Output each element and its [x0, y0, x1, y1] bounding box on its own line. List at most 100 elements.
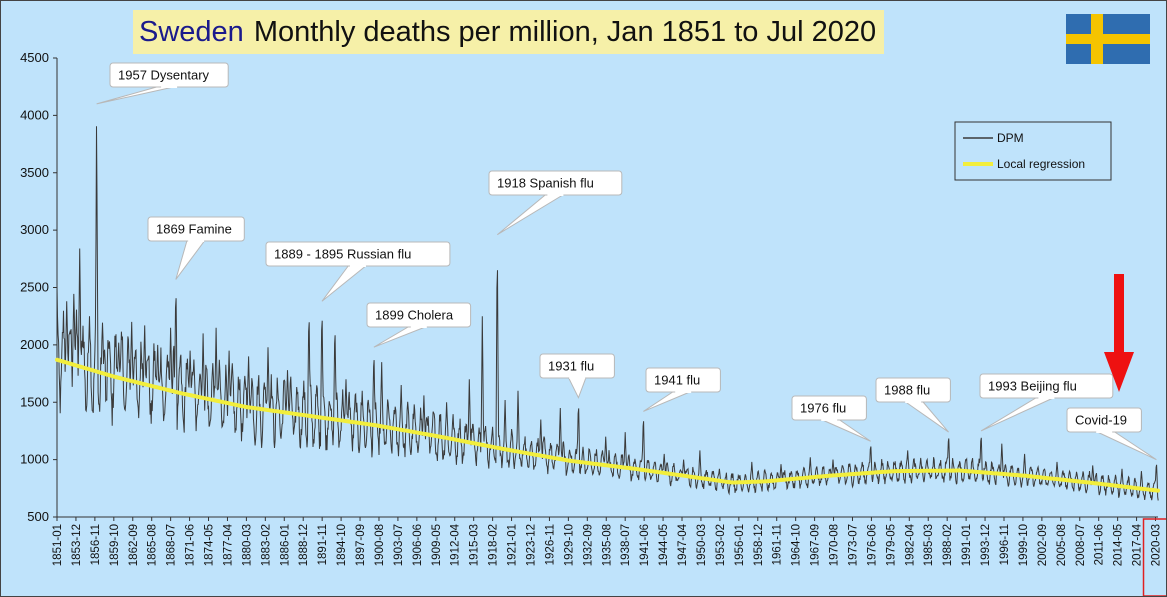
x-tick-label: 1853-12 [71, 524, 83, 566]
y-tick-label: 2500 [20, 280, 49, 295]
x-tick-label: 1985-03 [923, 524, 935, 566]
y-tick-label: 2000 [20, 337, 49, 352]
annotation-label: 1869 Famine [156, 222, 232, 237]
x-tick-label: 2020-03 [1151, 524, 1163, 566]
x-tick-label: 1929-10 [563, 524, 575, 566]
x-tick-label: 1967-09 [810, 524, 822, 566]
annotation-joint [161, 85, 178, 88]
red-arrow-shaft [1114, 274, 1124, 354]
annotation-label: 1899 Cholera [375, 308, 454, 323]
annotation-pointer [1094, 430, 1157, 461]
annotation-pointer [321, 264, 369, 302]
annotation-pointer [819, 418, 871, 442]
chart-title-country: Sweden [139, 15, 244, 48]
annotation-joint [1038, 396, 1055, 399]
annotation-label: 1931 flu [548, 359, 594, 374]
annotation-label: 1918 Spanish flu [497, 176, 594, 191]
x-tick-label: 1950-03 [696, 524, 708, 566]
x-tick-label: 1926-11 [544, 524, 556, 565]
x-tick-label: 1932-09 [582, 524, 594, 566]
annotation-label: 1889 - 1895 Russian flu [274, 247, 411, 262]
x-tick-label: 1865-08 [147, 524, 159, 566]
legend-label-regression: Local regression [997, 157, 1085, 171]
annotation-pointer [96, 85, 179, 105]
y-tick-label: 1000 [20, 452, 49, 467]
x-tick-label: 1900-08 [374, 524, 386, 566]
annotation-label: 1957 Dysentary [118, 68, 210, 83]
x-tick-label: 1958-12 [753, 524, 765, 566]
x-tick-label: 1851-01 [52, 524, 64, 566]
x-tick-label: 1906-06 [412, 524, 424, 566]
x-tick-label: 1859-10 [109, 524, 121, 566]
legend-box [954, 121, 1112, 181]
x-tick-label: 1909-05 [431, 524, 443, 566]
annotation-pointer [902, 400, 949, 433]
annotation-joint [410, 325, 427, 328]
x-tick-label: 1888-12 [298, 524, 310, 566]
x-tick-label: 1862-09 [128, 524, 140, 566]
annotation-pointer [643, 390, 693, 412]
legend-label-dpm: DPM [997, 131, 1024, 145]
y-tick-label: 4500 [20, 50, 49, 65]
annotation-joint [675, 390, 692, 393]
x-tick-label: 1891-11 [317, 524, 329, 565]
x-tick-label: 1886-01 [279, 524, 291, 566]
x-tick-label: 1880-03 [241, 524, 253, 566]
x-tick-label: 1947-04 [677, 523, 689, 566]
y-tick-label: 3500 [20, 165, 49, 180]
x-tick-label: 1961-11 [772, 524, 784, 565]
x-tick-label: 1953-02 [715, 524, 727, 566]
x-tick-label: 2011-06 [1094, 524, 1106, 565]
y-tick-label: 4000 [20, 107, 49, 122]
x-tick-label: 2002-09 [1037, 524, 1049, 566]
annotation-label: Covid-19 [1075, 413, 1127, 428]
annotation-joint [905, 400, 922, 403]
x-tick-label: 1941-06 [639, 524, 651, 566]
annotation-pointer [175, 239, 207, 280]
x-tick-label: 1915-03 [469, 524, 481, 566]
x-tick-label: 2005-08 [1056, 524, 1068, 566]
x-tick-label: 1935-08 [601, 524, 613, 566]
x-tick-label: 1996-11 [999, 524, 1011, 565]
annotation-pointer [980, 396, 1056, 432]
chart-title: Sweden Monthly deaths per million, Jan 1… [133, 10, 885, 54]
x-tick-label: 1938-07 [620, 524, 632, 566]
x-tick-label: 1988-02 [942, 524, 954, 566]
x-tick-label: 1979-05 [885, 524, 897, 566]
x-tick-label: 1877-04 [222, 523, 234, 566]
x-tick-label: 1912-04 [450, 523, 462, 566]
red-arrow-head [1104, 352, 1134, 392]
annotation-joint [821, 418, 838, 421]
local-regression-line [55, 357, 1160, 493]
x-tick-label: 1923-12 [525, 524, 537, 566]
annotation-joint [569, 376, 586, 379]
x-tick-label: 1956-01 [734, 524, 746, 566]
x-tick-label: 1868-07 [166, 524, 178, 566]
x-tick-label: 1883-02 [260, 524, 272, 566]
chart-title-text: Monthly deaths per million, Jan 1851 to … [253, 15, 877, 48]
annotation-joint [547, 193, 564, 196]
x-tick-label: 1897-09 [355, 524, 367, 566]
x-tick-label: 1918-02 [488, 524, 500, 566]
annotation-label: 1988 flu [884, 383, 930, 398]
annotation-label: 1941 flu [654, 373, 700, 388]
y-tick-label: 500 [27, 509, 49, 524]
x-tick-label: 1970-08 [829, 524, 841, 566]
x-tick-label: 1894-10 [336, 524, 348, 566]
x-tick-label: 1991-01 [961, 524, 973, 566]
x-tick-label: 2017-04 [1132, 523, 1144, 566]
y-tick-label: 3000 [20, 222, 49, 237]
x-tick-label: 1903-07 [393, 524, 405, 566]
x-tick-label: 1944-05 [658, 524, 670, 566]
x-tick-label: 1871-06 [185, 524, 197, 566]
x-tick-label: 1964-10 [791, 524, 803, 566]
annotation-joint [349, 264, 366, 267]
annotation-pointer [567, 376, 587, 399]
sweden-flag-icon [1066, 14, 1150, 64]
x-tick-label: 1874-05 [204, 524, 216, 566]
x-tick-label: 1921-01 [507, 524, 519, 566]
x-tick-label: 1982-04 [904, 523, 916, 566]
